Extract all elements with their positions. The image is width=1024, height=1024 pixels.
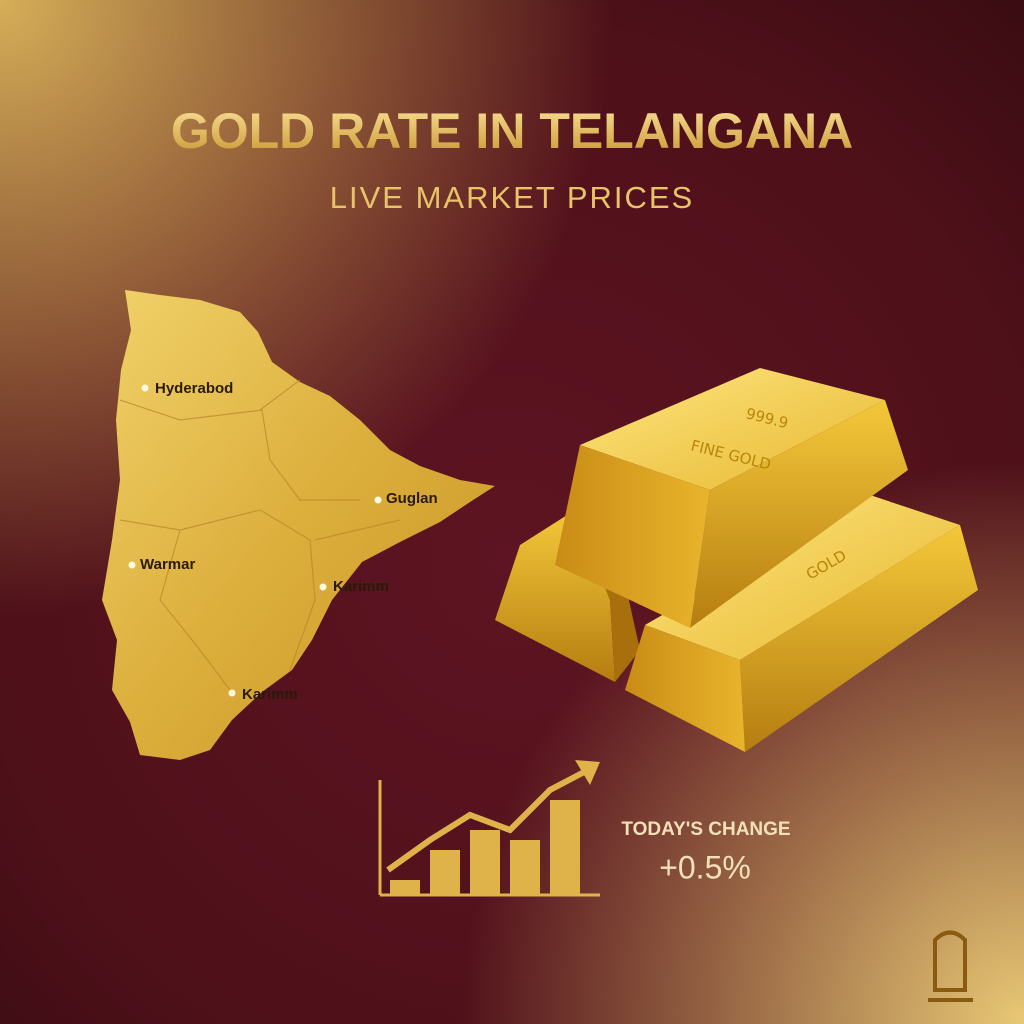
icon-bar [550, 800, 580, 895]
logo-mark [928, 930, 973, 1002]
gold-bar [580, 368, 885, 490]
gold-bar [690, 400, 908, 628]
city-label: Karimm [333, 578, 389, 595]
district-lines [119, 379, 401, 691]
change-value: +0.5% [659, 849, 751, 885]
icon-trend-line [386, 767, 590, 873]
city-dot [128, 561, 136, 569]
gold-bars: GOLD 999.9 FINE GOLD [495, 368, 978, 752]
icon-arrow [575, 760, 600, 785]
gold-bar [575, 510, 640, 682]
icon-bar [430, 850, 460, 895]
subtitle: LIVE MARKET PRICES [330, 180, 694, 215]
gold-bar [740, 525, 978, 752]
city-label: Guglan [386, 490, 438, 507]
change-label: TODAY'S CHANGE [621, 819, 790, 840]
state-shape [102, 290, 495, 760]
icon-bar [470, 830, 500, 895]
city-label: Hyderabod [155, 380, 233, 397]
gold-bar [645, 495, 960, 660]
title: GOLD RATE IN TELANGANA [171, 103, 853, 159]
gold-bar [555, 445, 710, 628]
icon-bar [510, 840, 540, 895]
city-label: Karimm [242, 686, 298, 703]
gold-bar [625, 625, 745, 752]
trend-icon [378, 760, 600, 897]
city-dot [228, 689, 236, 697]
city-dot [141, 384, 149, 392]
city-dot [319, 583, 327, 591]
city-label: Warmar [140, 556, 195, 573]
city-dot [374, 496, 382, 504]
icon-bar [390, 880, 420, 895]
logo [928, 930, 973, 1002]
map: Hyderabod Guglan Warmar Karimm Karimm [102, 290, 495, 760]
